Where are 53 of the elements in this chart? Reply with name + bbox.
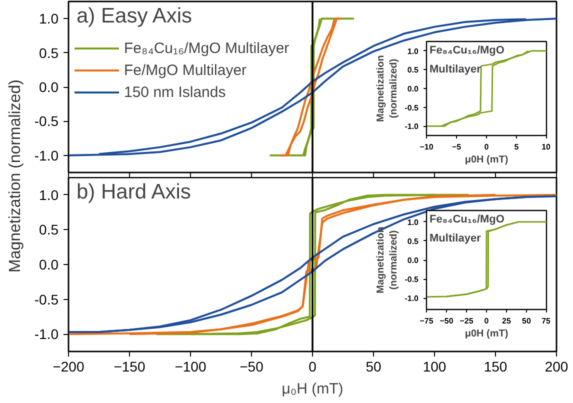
y-tick-label: 1.0 [39, 10, 59, 27]
text: Fe₈₄Cu₁₆/MgO Multilayer [430, 214, 505, 245]
x-tick-label: −25 [460, 316, 474, 326]
y-tick-label: 0.0 [407, 256, 420, 265]
y-tick-label: 0.5 [39, 44, 59, 61]
y-tick-label: 0.0 [39, 79, 59, 95]
x-tick-label: 50 [522, 316, 532, 326]
y-tick-label: -0.5 [34, 291, 59, 308]
x-tick-label: 25 [502, 316, 512, 326]
x-tick-label: −75 [420, 316, 434, 326]
x-tick-label: 0 [484, 316, 490, 326]
x-tick-label: 75 [542, 316, 552, 326]
y-tick-label: -0.5 [34, 113, 59, 130]
x-tick-label: −5 [452, 142, 462, 152]
y-tick-label: 1.0 [39, 186, 59, 203]
x-tick-label: 10 [542, 142, 552, 152]
y-tick-label: 0.0 [39, 256, 59, 272]
x-tick-label: −50 [440, 316, 454, 326]
x-tick-label: −150 [114, 358, 146, 374]
y-tick-label: 0.5 [39, 222, 59, 238]
legend-label: Fe₈₄Cu₁₆/MgO Multilayer [124, 38, 290, 58]
y-axis-title: Magnetization (normalized) [376, 226, 400, 294]
y-tick-label: -1.0 [404, 122, 420, 132]
y-tick-label: 0.0 [407, 84, 420, 94]
y-axis-title: Magnetization (normalized) [376, 55, 400, 122]
x-axis-title: μ0H (mT) [464, 328, 508, 340]
y-tick-label: 1.0 [407, 46, 420, 56]
chart-title: b) Hard Axis [76, 180, 191, 204]
y-tick-label: 0.5 [407, 236, 420, 246]
x-tick-label: 200 [544, 358, 568, 374]
x-tick-label: 50 [366, 358, 382, 374]
x-tick-label: −10 [420, 142, 434, 152]
legend-label: 150 nm Islands [124, 82, 226, 102]
y-tick-label: -0.5 [404, 103, 420, 112]
x-axis-title: μ₀H (mT) [282, 380, 344, 398]
y-tick-label: 1.0 [407, 218, 420, 227]
y-tick-label: -1.0 [34, 326, 59, 342]
y-tick-label: -1.0 [34, 147, 59, 164]
legend-label: Fe/MgO Multilayer [124, 60, 247, 80]
x-tick-label: 0 [308, 358, 317, 374]
x-tick-label: −100 [174, 358, 206, 374]
y-tick-label: -0.5 [404, 275, 420, 284]
y-axis-title: Magnetization (normalized) [6, 78, 25, 274]
x-tick-label: 5 [514, 142, 520, 152]
x-tick-label: −50 [240, 358, 264, 374]
y-tick-label: 0.5 [407, 66, 420, 75]
x-tick-label: 0 [484, 142, 490, 152]
x-tick-label: 150 [484, 358, 508, 374]
x-tick-label: 100 [422, 358, 446, 374]
x-tick-label: −200 [52, 358, 84, 374]
y-tick-label: -1.0 [404, 294, 420, 304]
chart-title: a) Easy Axis [76, 4, 192, 28]
x-axis-title: μ0H (mT) [464, 154, 508, 166]
